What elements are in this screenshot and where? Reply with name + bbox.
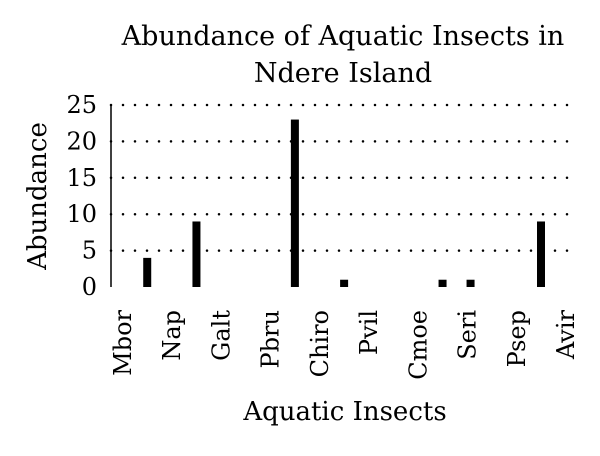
x-category-label: Chiro (306, 310, 334, 377)
bar-chiro-series-1 (290, 119, 299, 287)
x-category-label: Avir (552, 309, 580, 360)
y-tick-label: 5 (82, 237, 97, 265)
y-tick-label: 10 (66, 200, 97, 228)
x-category-label: Mbor (109, 309, 137, 375)
bar-avir-series-1 (537, 221, 545, 287)
bar-seri-series-2 (466, 279, 475, 287)
chart-title-line-1: Abundance of Aquatic Insects in (121, 21, 565, 52)
bars (143, 119, 545, 287)
y-axis-ticks: 0 5 10 15 20 25 (66, 91, 97, 301)
bar-galt-series-1 (192, 221, 201, 287)
y-tick-label: 20 (66, 127, 97, 155)
bar-seri-series-1 (438, 279, 447, 287)
y-axis-label: Abundance (23, 122, 53, 271)
x-category-label: Pvil (355, 310, 383, 355)
y-tick-label: 25 (66, 91, 97, 119)
y-tick-label: 15 (66, 164, 97, 192)
chart-title-line-2: Ndere Island (254, 58, 432, 89)
x-category-label: Pbru (257, 310, 285, 368)
bar-nap-series-1 (143, 257, 152, 287)
x-category-label: Psep (503, 310, 531, 367)
y-tick-label: 0 (82, 273, 97, 301)
gridlines (109, 103, 580, 252)
x-category-label: Nap (158, 310, 186, 361)
x-category-label: Galt (207, 310, 235, 361)
bar-pvil-series-1 (340, 279, 349, 287)
x-category-label: Seri (454, 310, 482, 360)
x-category-label: Cmoe (404, 310, 432, 380)
x-axis-categories: Mbor Nap Galt Pbru Chiro Pvil Cmoe Seri Psep Avir (109, 309, 580, 379)
x-axis-label: Aquatic Insects (242, 397, 446, 427)
